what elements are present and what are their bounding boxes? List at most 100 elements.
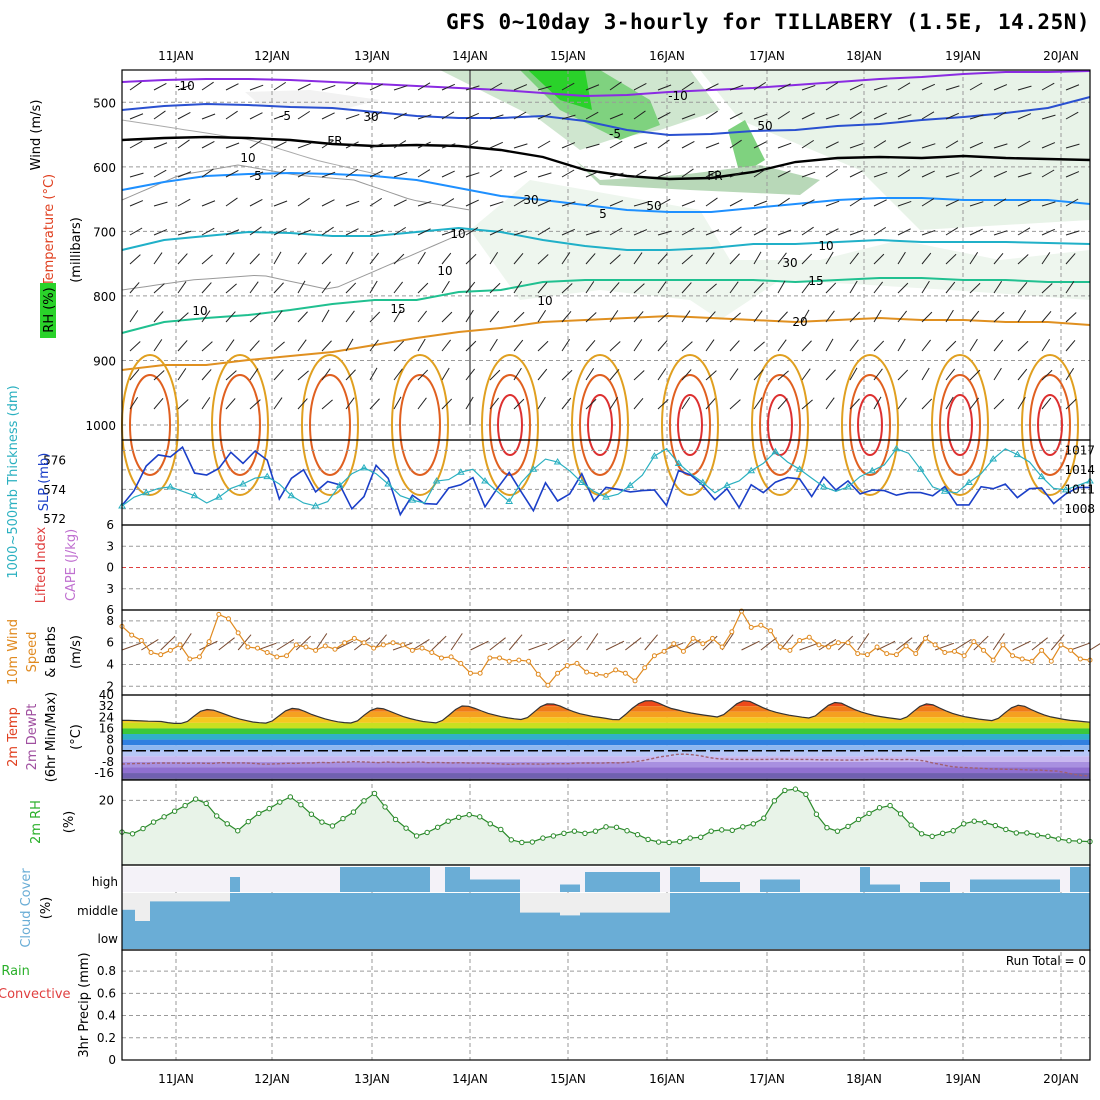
- wind-barb: [561, 201, 576, 207]
- wind-barb: [297, 339, 307, 352]
- wind-barb: [681, 369, 692, 381]
- wind-speed-point: [661, 648, 667, 654]
- cloud-mid-block: [580, 912, 670, 921]
- thickness-point: [868, 466, 877, 474]
- wind-barb: [249, 139, 262, 149]
- cloud-high-block: [230, 877, 240, 892]
- wind-speed-point: [913, 651, 919, 657]
- wind-barb: [993, 252, 1004, 265]
- label-precip-a: tal / Rain: [0, 964, 30, 979]
- wind-speed-point: [632, 678, 638, 684]
- wind-barb: [801, 199, 815, 207]
- wind-barb: [393, 85, 408, 91]
- wind-barb-10m: [992, 633, 1005, 651]
- wind-barb: [393, 112, 407, 120]
- contour-label-p5a: 5: [254, 169, 262, 183]
- thickness-point: [577, 478, 586, 485]
- wind-barb: [489, 228, 503, 236]
- wind-speed-point: [932, 642, 938, 648]
- wind-barb: [345, 168, 359, 178]
- wind-barb: [465, 227, 479, 236]
- date-label-top: 12JAN: [254, 49, 290, 63]
- wind-barb: [1065, 339, 1076, 352]
- wind-speed-point: [361, 640, 367, 646]
- wind-barb: [705, 229, 720, 236]
- thickness-point: [384, 479, 393, 487]
- wind-barb: [513, 198, 527, 207]
- rh-point: [298, 802, 304, 808]
- temp-tick: -16: [94, 766, 114, 780]
- wind-barb: [393, 253, 405, 265]
- wind-barb: [609, 172, 624, 178]
- wind-speed-point: [835, 640, 841, 646]
- wind-barb: [537, 172, 552, 178]
- rh-point: [834, 828, 841, 834]
- wind-barb: [441, 229, 456, 236]
- wind-barb: [1017, 172, 1032, 178]
- wind-barb: [585, 339, 596, 352]
- wind-barb: [825, 82, 839, 91]
- wind-barb: [129, 282, 140, 294]
- wind-barb: [153, 110, 166, 120]
- wind-barb: [945, 253, 957, 265]
- wind-barb-10m: [160, 635, 176, 651]
- thickness-series: [121, 448, 1091, 507]
- thickness-point: [1013, 450, 1022, 458]
- wind-barb-10m: [218, 637, 235, 651]
- wind-speed-point: [613, 667, 619, 673]
- wind-barb: [873, 340, 885, 352]
- wind-barb-10m: [1089, 643, 1100, 651]
- wind-barb: [129, 227, 143, 236]
- wind-barb: [561, 82, 575, 91]
- cloud-mid-block: [122, 909, 135, 921]
- wind-barb-10m: [760, 637, 777, 651]
- rh-point: [361, 798, 367, 804]
- wind-barb: [465, 253, 477, 265]
- rh-point: [782, 787, 788, 794]
- wind-barb: [729, 399, 741, 410]
- wind-barb: [489, 251, 499, 265]
- wind-speed-point: [680, 648, 686, 654]
- wind-barb: [465, 309, 474, 323]
- wind-barb: [1041, 228, 1055, 236]
- date-label-bottom: 14JAN: [452, 1072, 488, 1086]
- temp-band: [122, 756, 1090, 762]
- contour-label-rh10c: 10: [192, 304, 207, 318]
- wind-barb: [273, 251, 282, 265]
- wind-barb: [273, 200, 288, 207]
- wind-barb: [1065, 171, 1080, 178]
- wind-barb: [273, 341, 285, 352]
- wind-barb: [1017, 113, 1032, 120]
- temp-contour-m5: [121, 96, 1091, 137]
- wind-barb: [633, 229, 648, 236]
- wind-speed-point: [1068, 647, 1074, 653]
- wind-speed-point: [400, 642, 406, 648]
- contour-label-m5b: -5: [609, 127, 621, 141]
- wind-speed-point: [535, 671, 541, 677]
- wind-barb: [369, 170, 383, 178]
- wind-barb: [225, 197, 238, 207]
- wind-barb: [441, 280, 450, 294]
- wind-barb: [873, 309, 882, 323]
- rh-point: [876, 805, 883, 811]
- wind-barb: [345, 369, 356, 381]
- wind-barb: [249, 312, 261, 323]
- wind-speed-point: [255, 645, 261, 651]
- cloud-mid-block: [150, 901, 230, 921]
- rh-point: [866, 810, 872, 817]
- wind-barb-10m: [1012, 640, 1031, 651]
- cloud-high-block: [760, 879, 800, 892]
- wind-barb: [657, 139, 670, 149]
- wind-barb: [345, 200, 360, 207]
- wind-speed-point: [758, 622, 764, 628]
- li-tick: 6: [106, 518, 114, 532]
- wind-speed-point: [1048, 658, 1054, 664]
- wind-barb: [441, 111, 455, 120]
- temp-cell-contour: [391, 354, 449, 496]
- wind-barb: [921, 339, 932, 352]
- wind-barb: [561, 283, 573, 294]
- rh-point: [540, 835, 546, 841]
- wind-barb: [753, 141, 767, 149]
- wind-barb: [657, 230, 672, 236]
- wind-barb: [345, 251, 354, 265]
